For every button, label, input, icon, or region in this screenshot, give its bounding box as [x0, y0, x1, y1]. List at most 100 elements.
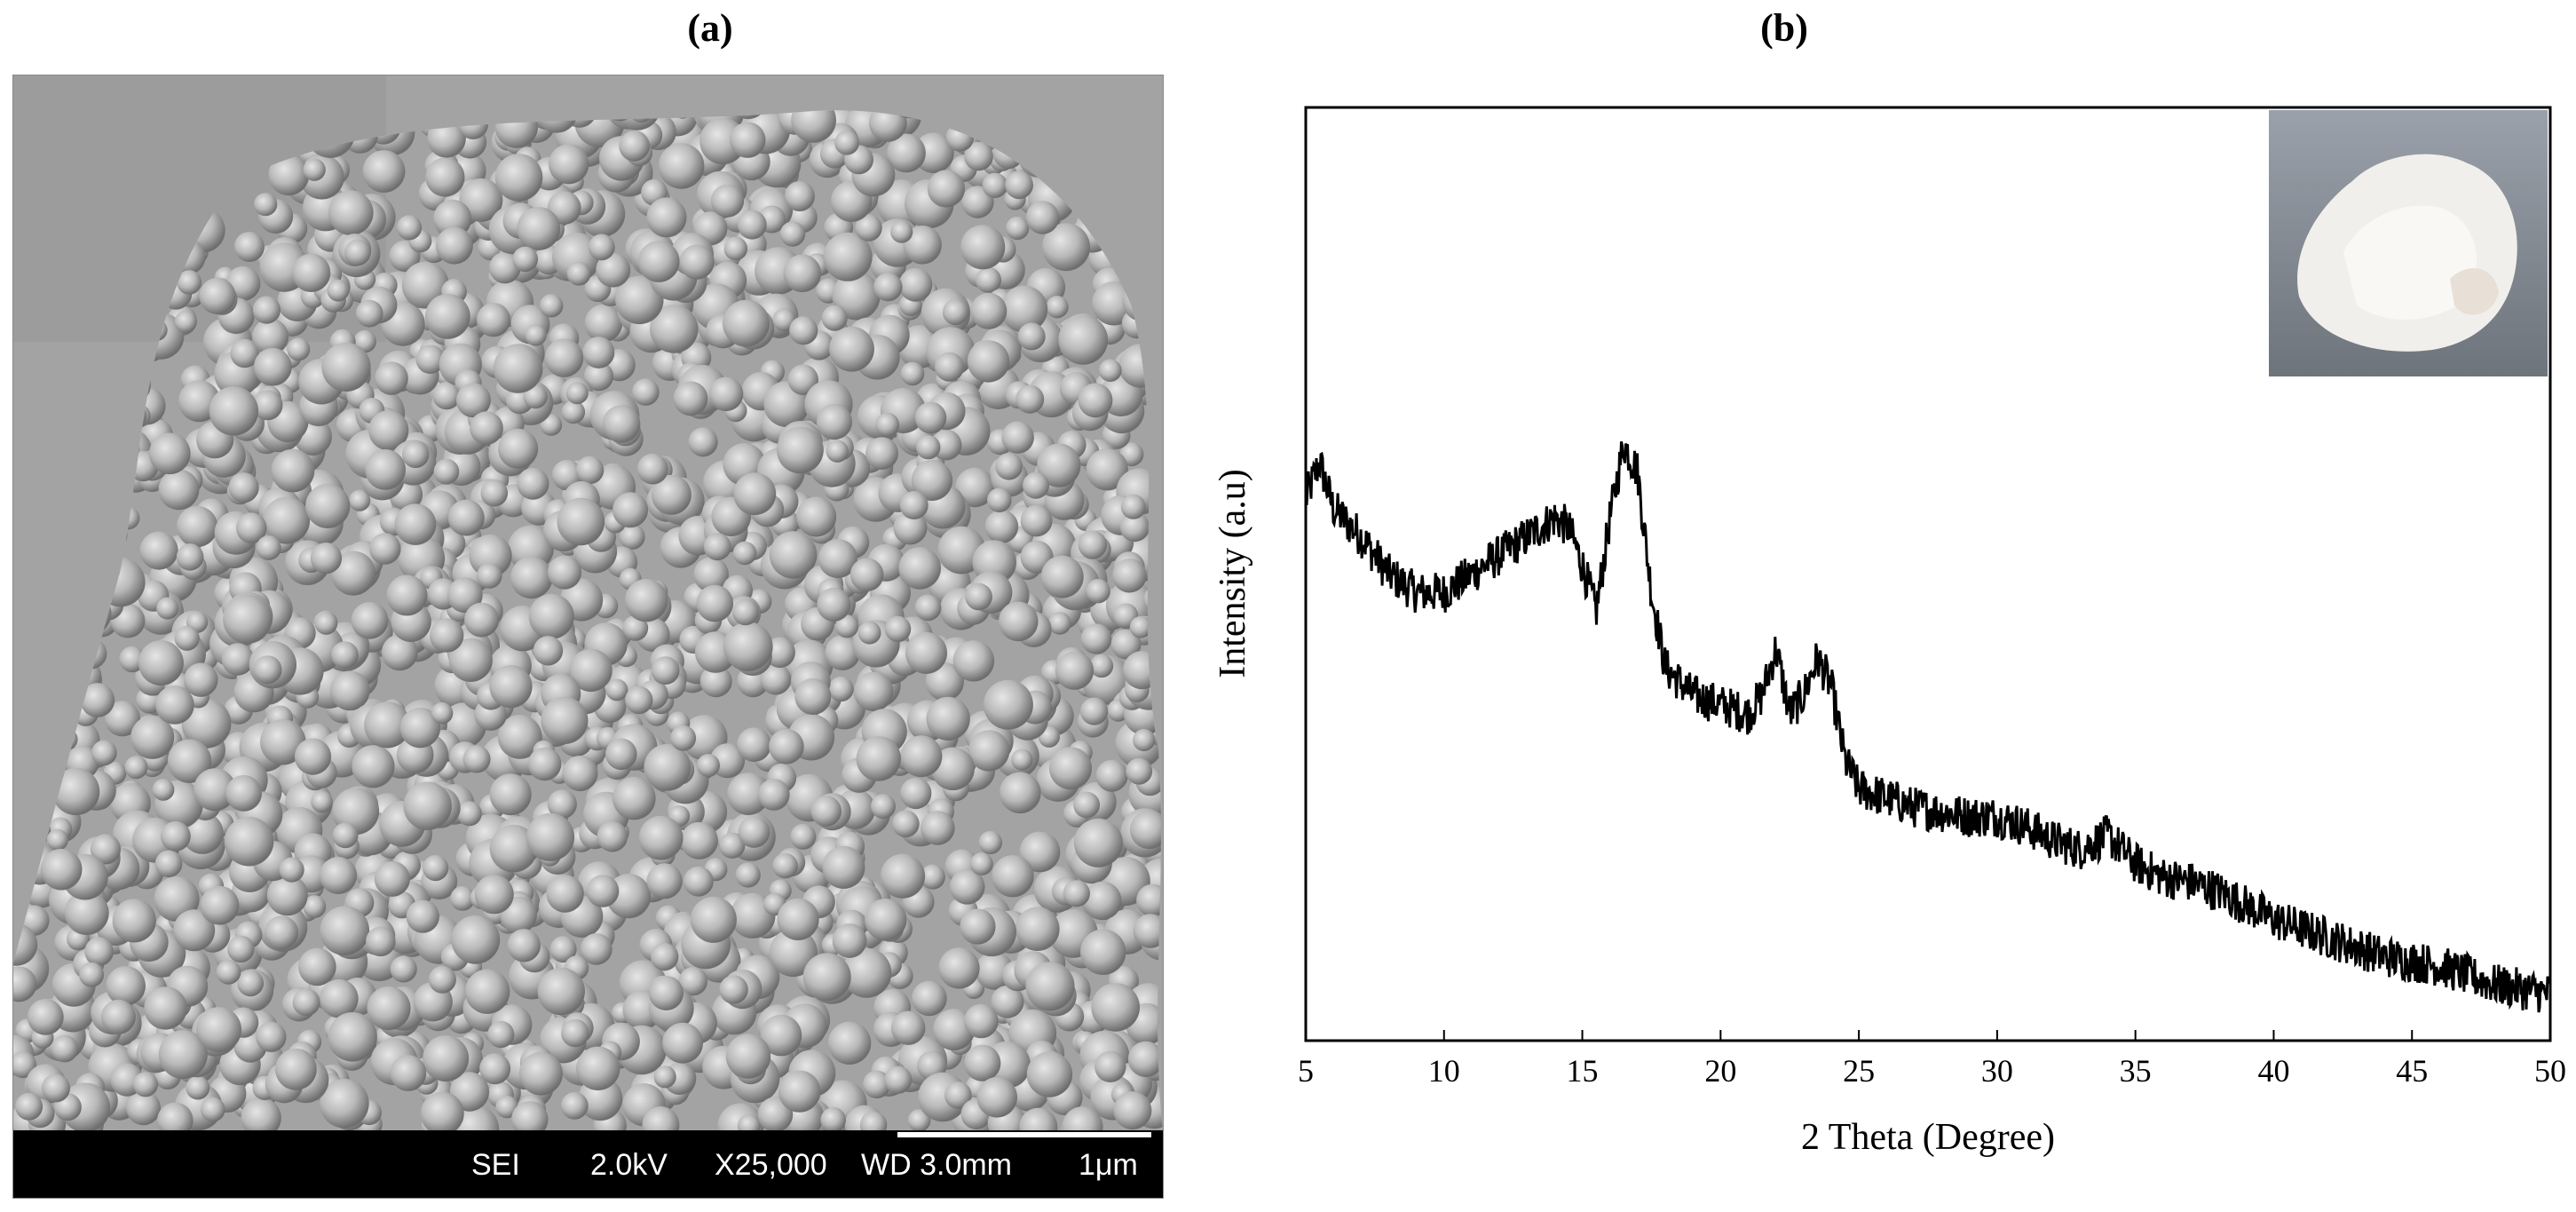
sem-grain: [719, 975, 747, 1003]
sem-grain: [387, 575, 428, 616]
sem-grain: [526, 813, 574, 861]
sem-grain: [985, 510, 1019, 543]
sem-grain: [736, 862, 761, 887]
sem-grain: [457, 801, 482, 826]
sem-grain: [858, 622, 881, 645]
panel-label-a: (a): [621, 5, 799, 51]
sem-grain: [280, 858, 304, 883]
sem-grain: [892, 811, 920, 838]
sem-grain: [557, 498, 605, 546]
sem-grain: [254, 655, 282, 684]
sem-grain: [964, 1004, 999, 1039]
sem-grain: [425, 294, 470, 339]
sem-grain: [817, 404, 852, 440]
sem-grain: [138, 640, 184, 685]
sem-grain: [603, 405, 641, 443]
sem-grain: [968, 340, 1009, 382]
sem-grain: [652, 656, 680, 685]
sem-mode: SEI: [471, 1148, 520, 1183]
sem-grain: [789, 316, 818, 345]
sem-grain: [320, 906, 370, 955]
sem-info-bar: SEI 2.0kV X25,000 WD 3.0mm 1μm: [13, 1130, 1163, 1198]
sem-grain: [576, 1047, 620, 1090]
x-tick-label: 10: [1428, 1053, 1460, 1089]
sem-grain: [84, 937, 114, 966]
sem-grain: [1086, 579, 1110, 603]
sem-grain: [1058, 315, 1108, 365]
sem-grain: [606, 679, 628, 701]
sem-grain: [331, 641, 359, 669]
sem-grain: [891, 1011, 925, 1045]
sem-grain: [921, 811, 954, 844]
sem-grain: [1090, 654, 1113, 677]
sem-grain: [41, 849, 83, 891]
sem-grain: [548, 556, 581, 590]
sem-grain: [545, 339, 583, 377]
sem-grain: [796, 497, 836, 537]
sem-grain: [1025, 962, 1074, 1010]
sem-grain: [407, 900, 439, 933]
sem-grain: [156, 598, 178, 620]
sem-grain: [976, 267, 1001, 293]
sem-grain: [1046, 296, 1068, 318]
sem-grain: [223, 595, 272, 644]
sem-grain: [885, 616, 911, 642]
sem-grain: [739, 816, 770, 848]
sem-grain: [567, 262, 591, 286]
sem-grain: [960, 908, 995, 944]
sem-grain: [47, 829, 68, 851]
sem-grain: [576, 456, 604, 485]
sem-grain: [465, 970, 510, 1014]
sem-grain: [201, 886, 240, 925]
sem-grain: [463, 746, 491, 773]
sem-grain: [1027, 1051, 1072, 1097]
sem-grain: [1080, 930, 1126, 975]
sem-grain: [772, 853, 798, 879]
sem-grain: [265, 915, 298, 949]
sem-grain: [638, 241, 680, 282]
sem-grain: [828, 677, 853, 701]
sem-grain: [1048, 612, 1071, 635]
sem-grain: [533, 636, 563, 665]
sem-grain: [647, 863, 683, 899]
sem-grain: [777, 427, 824, 474]
sem-grain: [153, 779, 175, 801]
sem-grain: [1083, 882, 1121, 920]
sem-grain: [1080, 698, 1108, 725]
sem-grain: [637, 454, 668, 485]
sem-grain: [589, 234, 615, 261]
sem-grain: [475, 875, 514, 914]
sem-grain: [850, 558, 884, 592]
sem-grain: [328, 190, 374, 235]
sem-grain: [865, 437, 898, 470]
sem-grain: [854, 672, 893, 711]
sem-grain: [125, 756, 148, 779]
sem-grain: [987, 488, 1012, 513]
sem-grain: [196, 1007, 241, 1052]
y-axis-label: Intensity (a.u): [1213, 469, 1253, 678]
sem-grain: [375, 361, 408, 395]
sem-grain: [1112, 558, 1146, 592]
sem-grain: [964, 1045, 1000, 1081]
sem-grain: [900, 491, 928, 519]
sem-grain: [647, 197, 687, 237]
sem-grain: [328, 280, 350, 302]
sem-grain: [429, 966, 456, 994]
sem-grain: [28, 999, 64, 1035]
sem-grain: [391, 1055, 427, 1091]
sem-grain: [186, 1076, 209, 1100]
sem-grain: [833, 923, 867, 958]
x-tick-label: 40: [2257, 1053, 2289, 1089]
sem-grain: [960, 225, 1005, 269]
sem-grain: [968, 730, 1009, 771]
x-tick-label: 5: [1298, 1053, 1314, 1089]
sem-grain: [144, 986, 186, 1029]
sem-grain: [498, 429, 538, 469]
sem-grain: [625, 686, 652, 714]
sem-grain: [723, 622, 773, 671]
sem-grain: [632, 378, 660, 406]
sem-grain: [295, 739, 331, 775]
sem-grain: [155, 685, 194, 725]
sem-grain: [1121, 495, 1146, 519]
sem-grain: [175, 311, 197, 333]
